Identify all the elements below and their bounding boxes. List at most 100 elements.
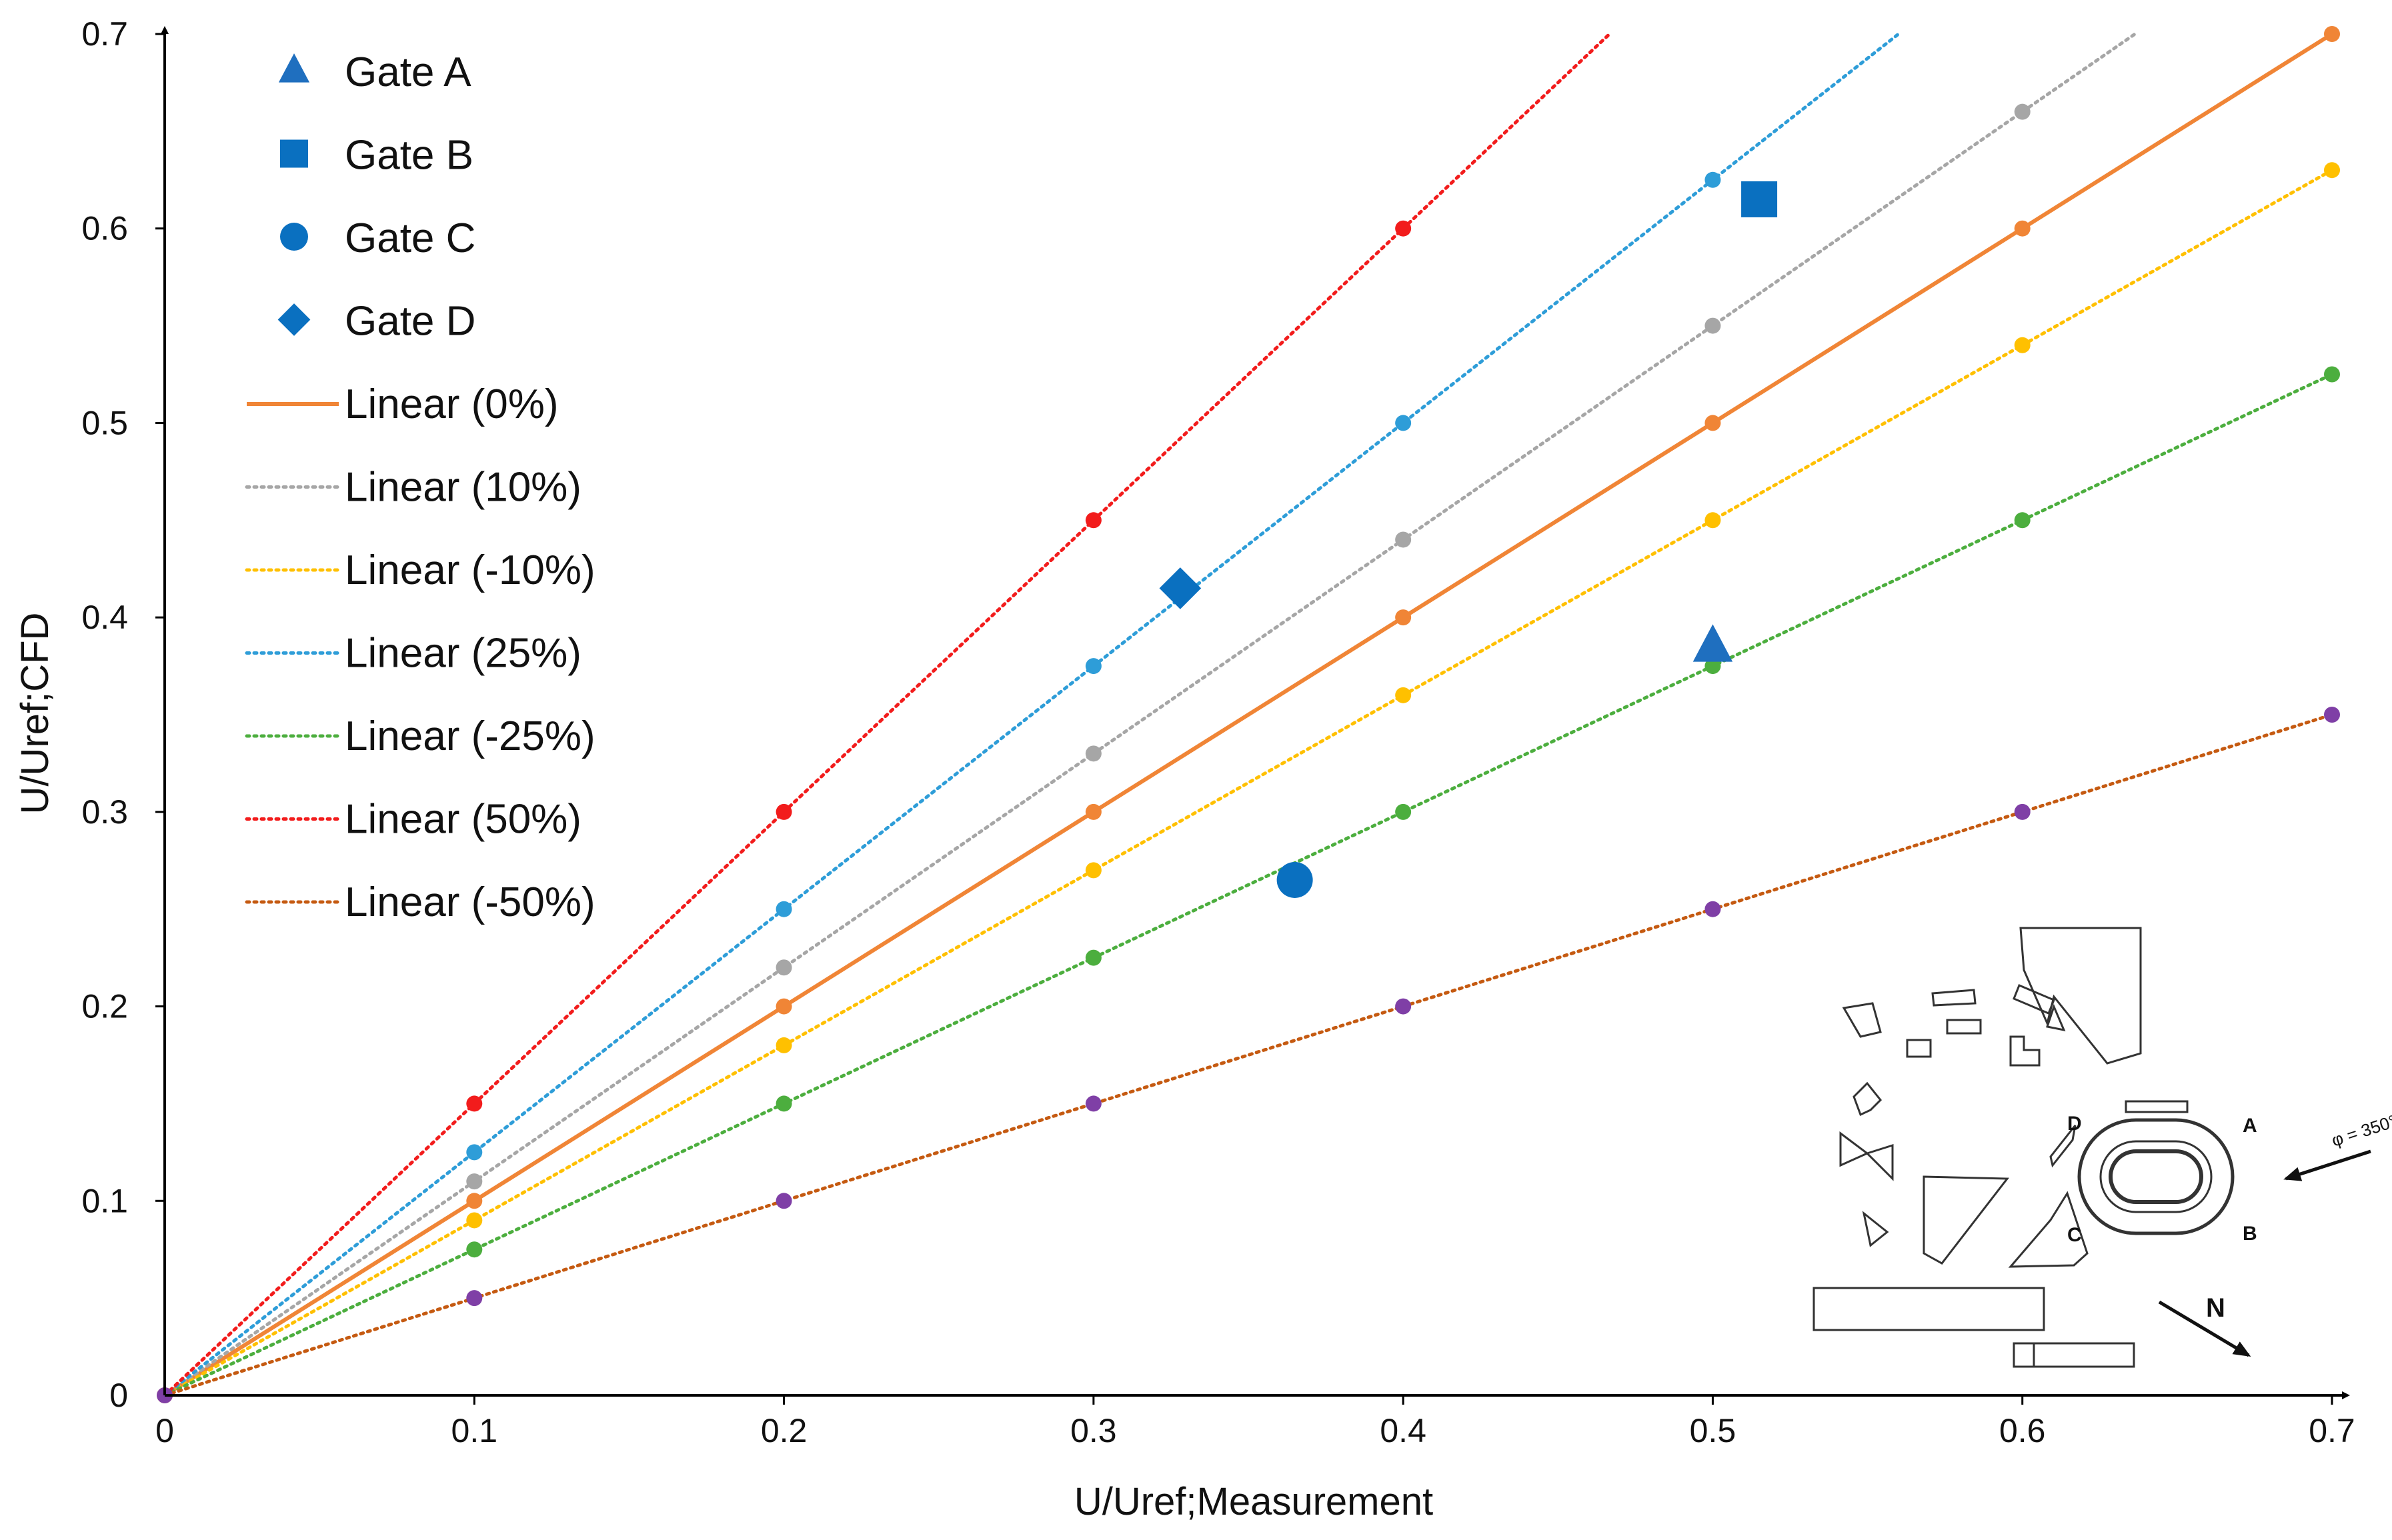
point-linear-50 [466, 1290, 483, 1307]
axes [161, 26, 2350, 1399]
series-points [157, 26, 2340, 1403]
legend: Gate A Gate B Gate C Gate D Linear (0%) Linea… [245, 49, 595, 925]
point-linear-25 [2324, 366, 2340, 383]
legend-item-linear-50: Linear (50%) [245, 797, 581, 843]
gate-marker-gate-a [1692, 624, 1733, 662]
legend-item-gate-c: Gate C [280, 215, 475, 261]
x-tick-label: 0 [155, 1412, 174, 1449]
point-linear-0 [776, 998, 792, 1015]
y-tick-label: 0.2 [81, 988, 128, 1025]
point-linear-10 [466, 1212, 483, 1229]
point-linear-50 [1085, 1095, 1102, 1112]
point-linear-10 [1704, 317, 1721, 334]
stadium-outline [2077, 1118, 2235, 1235]
point-linear-10 [1395, 687, 1412, 703]
point-linear-50 [1395, 220, 1412, 237]
y-tick-label: 0.1 [81, 1182, 128, 1219]
point-linear-25 [776, 1095, 792, 1112]
trend-line-linear-25 [163, 32, 1901, 1397]
legend-item-gate-b: Gate B [280, 133, 473, 179]
legend-label: Gate C [345, 215, 475, 261]
point-linear-25 [2014, 512, 2031, 529]
point-linear-10 [2014, 337, 2031, 353]
point-linear-10 [1395, 531, 1412, 548]
x-tick-label: 0.3 [1070, 1412, 1117, 1449]
point-linear-50 [1704, 901, 1721, 917]
trend-line-linear-10 [163, 32, 2137, 1397]
legend-item-linear-10: Linear (10%) [245, 465, 581, 511]
point-linear-0 [2014, 220, 2031, 237]
y-axis-title: U/Uref;CFD [13, 613, 57, 815]
trend-lines [163, 32, 2334, 1397]
wind-arrow [2283, 1149, 2371, 1181]
legend-item-linear-25: Linear (-25%) [245, 713, 595, 759]
legend-swatch-gate-b [280, 139, 308, 168]
x-tick-label: 0.6 [1999, 1412, 2046, 1449]
x-tick-label: 0.4 [1380, 1412, 1426, 1449]
y-tick-label: 0 [109, 1377, 128, 1414]
north-label: N [2206, 1293, 2225, 1323]
point-linear-50 [466, 1095, 483, 1112]
point-linear-25 [1704, 171, 1721, 188]
point-linear-10 [1704, 512, 1721, 529]
x-tick-label: 0.7 [2309, 1412, 2355, 1449]
point-linear-10 [776, 959, 792, 976]
point-linear-25 [1395, 415, 1412, 431]
legend-label: Linear (-10%) [345, 547, 595, 593]
site-label-c: C [2067, 1224, 2082, 1246]
point-linear-0 [1085, 803, 1102, 820]
point-linear-10 [466, 1173, 483, 1190]
site-label-d: D [2067, 1113, 2082, 1135]
point-linear-0 [1395, 609, 1412, 626]
point-linear-50 [776, 1193, 792, 1209]
point-linear-0 [2324, 26, 2340, 42]
legend-label: Linear (-25%) [345, 713, 595, 759]
point-linear-10 [1085, 745, 1102, 762]
x-axis-title: U/Uref;Measurement [1074, 1480, 1433, 1523]
trend-line-linear-0 [163, 32, 2333, 1397]
x-tick-label: 0.2 [761, 1412, 808, 1449]
y-tick-label: 0.5 [81, 404, 128, 441]
point-linear-50 [1085, 512, 1102, 529]
legend-label: Gate A [345, 49, 471, 95]
site-label-b: B [2243, 1223, 2257, 1245]
point-linear-25 [1395, 803, 1412, 820]
legend-item-gate-a: Gate A [278, 49, 471, 95]
y-tick-label: 0.3 [81, 793, 128, 831]
point-linear-0 [466, 1193, 483, 1209]
gate-marker-gate-b [1741, 181, 1778, 217]
legend-label: Linear (25%) [345, 631, 581, 677]
legend-item-linear-25: Linear (25%) [245, 631, 581, 677]
y-tick-label: 0.4 [81, 599, 128, 636]
point-linear-10 [2324, 162, 2340, 179]
point-linear-25 [1085, 949, 1102, 966]
point-linear-50 [776, 803, 792, 820]
legend-item-linear-0: Linear (0%) [247, 381, 558, 427]
tick-labels: 0 0.1 0.2 0.3 0.4 0.5 0.6 0.7 0 0.1 0.2 0.3 0.4 0.5 0.… [81, 15, 2355, 1449]
x-tick-label: 0.1 [451, 1412, 498, 1449]
legend-item-gate-d: Gate D [277, 299, 475, 345]
legend-swatch-gate-c [280, 223, 308, 251]
legend-label: Linear (10%) [345, 465, 581, 511]
point-linear-25 [1085, 658, 1102, 675]
trend-line-linear-10 [163, 168, 2334, 1397]
legend-swatch-gate-d [277, 303, 311, 336]
point-linear-50 [2014, 803, 2031, 820]
point-linear-25 [1704, 658, 1721, 675]
point-linear-10 [2014, 103, 2031, 120]
building-outlines [1813, 927, 2189, 1368]
point-linear-10 [1085, 862, 1102, 879]
legend-label: Linear (0%) [345, 381, 558, 427]
x-tick-label: 0.5 [1690, 1412, 1736, 1449]
legend-label: Gate D [345, 299, 475, 345]
gate-markers [1159, 181, 1778, 898]
legend-swatch-gate-a [278, 53, 310, 83]
legend-label: Linear (50%) [345, 797, 581, 843]
y-tick-label: 0.7 [81, 15, 128, 53]
trend-line-linear-25 [163, 373, 2334, 1397]
point-linear-25 [776, 901, 792, 917]
legend-label: Linear (-50%) [345, 879, 595, 925]
north-arrow [2158, 1300, 2251, 1357]
